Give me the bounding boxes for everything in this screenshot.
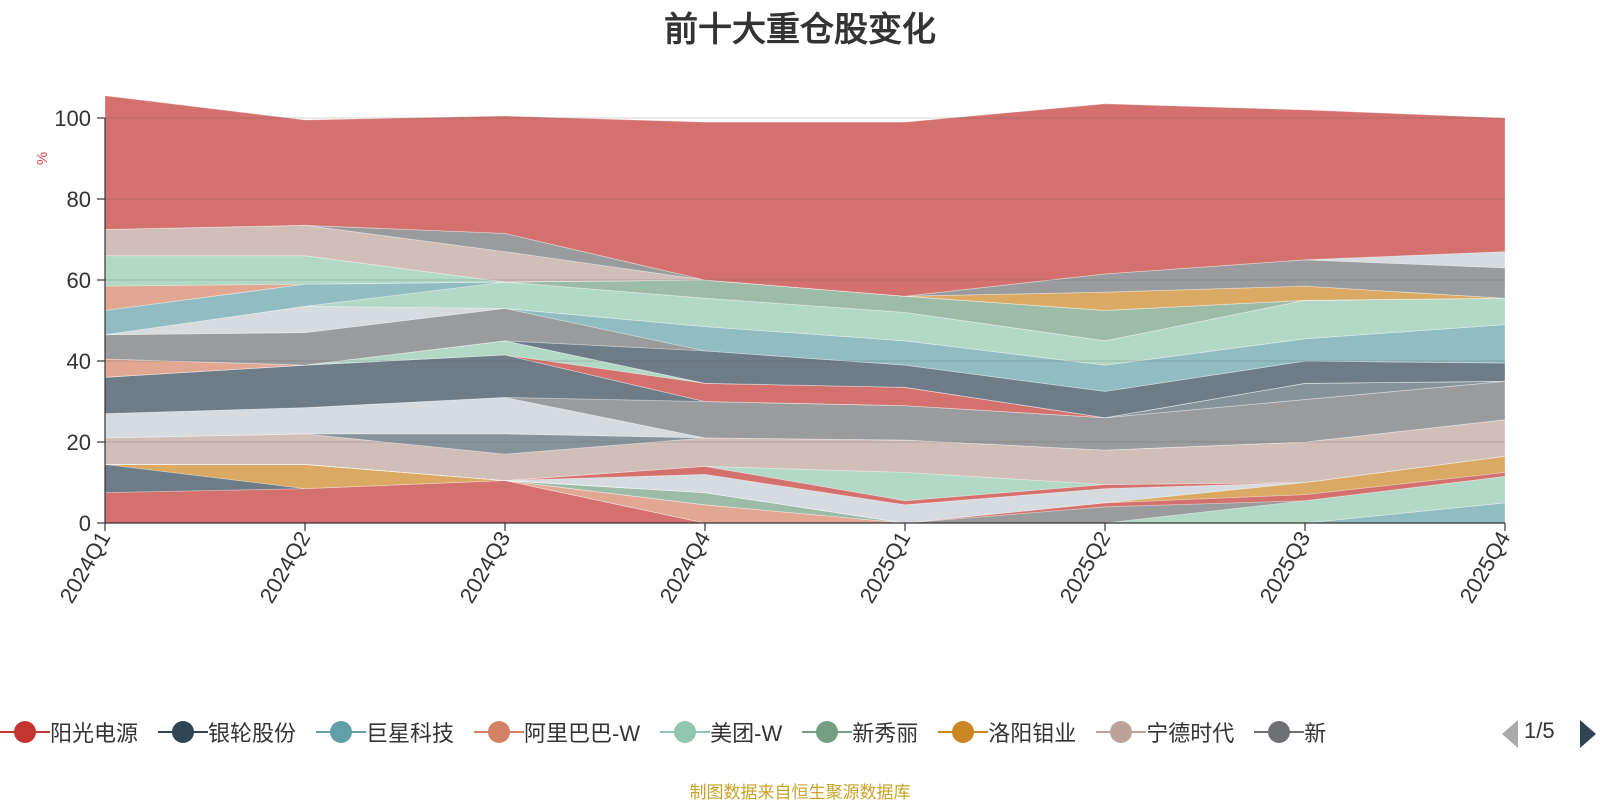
legend-marker-icon [802,712,853,752]
legend-item[interactable]: 宁德时代 [1096,712,1234,752]
legend-marker-icon [316,712,367,752]
legend: 阳光电源 银轮股份 巨星科技 阿里巴巴-W 美团-W 新秀丽 洛阳钼业 宁德时代 新 [0,712,1500,756]
legend-label: 阳光电源 [50,721,139,746]
legend-item[interactable]: 阿里巴巴-W [474,712,640,752]
y-tick-label: 0 [79,511,91,536]
legend-next-page-arrow-icon[interactable] [1580,720,1596,748]
legend-page-indicator: 1/5 [1524,718,1555,743]
x-tick-label: 2024Q1 [55,527,116,607]
x-tick-label: 2024Q4 [655,527,716,607]
x-tick-label: 2024Q2 [255,527,316,607]
legend-marker-icon [1254,712,1305,752]
legend-item[interactable]: 新 [1254,712,1326,752]
area-band-37 [104,224,1506,297]
x-tick-label: 2025Q1 [855,527,916,607]
area-band-18 [104,380,1506,451]
area-band-3 [105,463,1505,524]
data-source-note: 制图数据来自恒生聚源数据库 [689,783,911,802]
legend-marker-icon [0,712,50,752]
area-band-38 [104,95,1506,297]
legend-marker-icon [660,712,711,752]
x-tick-label: 2025Q2 [1055,527,1116,607]
x-tick-label: 2025Q4 [1455,527,1516,607]
legend-label: 新秀丽 [852,721,919,746]
y-tick-label: 60 [67,268,91,293]
legend-label: 新 [1304,721,1327,746]
legend-item[interactable]: 巨星科技 [316,712,454,752]
legend-label: 洛阳钼业 [988,721,1077,746]
y-tick-label: 40 [67,349,91,374]
legend-marker-icon [938,712,989,752]
y-axis-unit: % [34,151,52,166]
legend-item[interactable]: 银轮股份 [158,712,296,752]
legend-item[interactable]: 洛阳钼业 [938,712,1076,752]
legend-item[interactable]: 阳光电源 [0,712,138,752]
legend-marker-icon [474,712,525,752]
grid-lines [105,117,1505,443]
legend-label: 巨星科技 [366,721,455,746]
area-band-24 [104,340,1506,419]
chart-title: 前十大重仓股变化 [664,11,936,49]
legend-marker-icon [158,712,209,752]
legend-item[interactable]: 美团-W [660,712,782,752]
legend-item[interactable]: 新秀丽 [802,712,918,752]
legend-marker-icon [1096,712,1147,752]
y-tick-label: 20 [67,430,91,455]
y-tick-label: 100 [54,106,91,131]
area-band-36 [104,224,1506,299]
legend-label: 美团-W [710,721,783,746]
plot-area [104,95,1506,524]
y-tick-label: 80 [67,187,91,212]
legend-pager: 1/5 [1502,716,1600,752]
legend-label: 宁德时代 [1146,721,1235,746]
legend-label: 银轮股份 [208,721,297,746]
x-tick-label: 2024Q3 [455,527,516,607]
x-tick-label: 2025Q3 [1255,527,1316,607]
legend-prev-page-arrow-icon[interactable] [1502,720,1518,748]
legend-label: 阿里巴巴-W [524,721,641,746]
